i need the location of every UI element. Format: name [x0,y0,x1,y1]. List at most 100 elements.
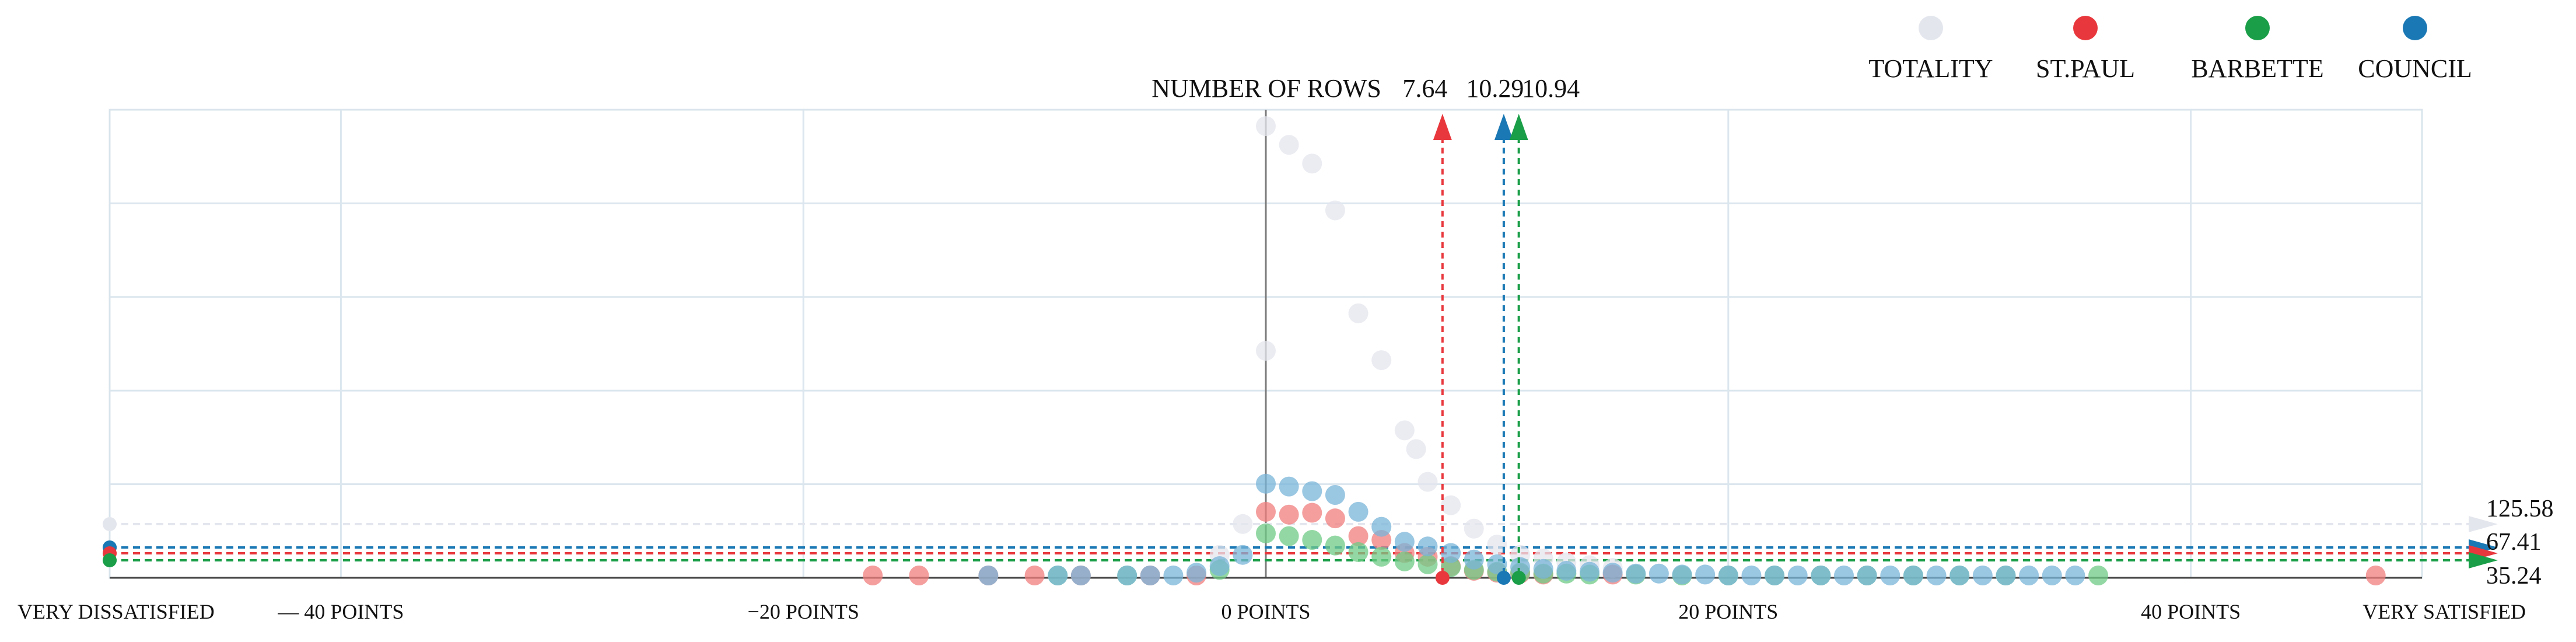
x-tick-label: VERY SATISFIED [2362,600,2526,623]
data-point-council [1857,566,1877,585]
data-point-totality [1233,514,1253,534]
data-point-barbette [1279,526,1299,546]
data-point-totality [1371,350,1392,371]
data-point-council [1672,564,1692,585]
mean-dot [1435,571,1450,585]
row-count-labels: 125.58 67.41 35.24 [2486,496,2554,589]
data-point-council [1233,545,1253,565]
data-point-council [1394,532,1415,552]
data-point-council [1950,566,1970,585]
data-point-council [1996,566,2016,585]
data-points [863,116,2386,585]
data-point-stpaul [1302,503,1322,523]
data-point-barbette [1394,551,1415,571]
data-point-council [1533,559,1553,579]
legend-label: TOTALITY [1868,54,1993,83]
data-point-council [1279,476,1299,497]
data-point-council [1626,563,1646,584]
row-count-lines [103,516,2498,568]
mean-label: 10.94 [1522,74,1580,103]
data-point-totality [1464,518,1484,539]
data-point-totality [1348,303,1368,323]
data-point-stpaul [2365,566,2386,585]
legend: TOTALITY ST.PAUL BARBETTE COUNCIL [1868,16,2472,83]
row-count-start-dot [103,553,117,567]
data-point-totality [1256,341,1276,361]
data-point-council [1834,566,1854,585]
data-point-totality [1441,495,1461,515]
x-tick-label: −20 POINTS [748,600,859,623]
data-point-barbette [1302,530,1322,550]
row-count-label: 67.41 [2486,529,2542,556]
data-point-council [1579,561,1600,582]
data-point-council [978,566,999,585]
data-point-council [1880,566,1901,585]
data-point-council [1556,560,1577,581]
data-point-council [1302,481,1322,501]
data-point-stpaul [1325,508,1345,529]
data-point-council [2042,566,2062,585]
data-point-council [1718,566,1738,585]
data-point-council [1348,501,1368,522]
legend-marker-council [2403,16,2427,40]
data-point-council [1325,485,1345,505]
data-point-council [1903,566,1923,585]
data-point-council [1140,566,1160,585]
x-tick-label: 20 POINTS [1678,600,1778,623]
data-point-totality [1279,135,1299,155]
mean-dot [1496,571,1511,585]
data-point-totality [1325,200,1345,221]
data-point-council [1048,566,1068,585]
data-point-council [1163,566,1184,585]
x-tick-label: 40 POINTS [2141,600,2241,623]
mean-arrow [1494,114,1513,140]
data-point-council [1602,563,1623,583]
mean-dot [1511,571,1526,585]
data-point-council [1371,517,1392,537]
data-point-council [1787,566,1808,585]
data-point-stpaul [1348,526,1368,546]
data-point-totality [1487,535,1507,555]
data-point-council [1441,543,1461,563]
row-count-arrow [2469,516,2498,532]
x-tick-label: 0 POINTS [1221,600,1310,623]
data-point-barbette [1325,535,1345,556]
x-tick-label: VERY DISSATISFIED [18,600,215,623]
data-point-totality [1256,116,1276,137]
data-point-council [1117,566,1138,585]
legend-marker-stpaul [2073,16,2098,40]
data-point-council [1487,554,1507,574]
mean-arrow [1509,114,1528,140]
data-point-council [1811,566,1831,585]
data-point-totality [1418,472,1438,492]
row-count-label: 35.24 [2486,563,2542,589]
data-point-barbette [1348,542,1368,562]
data-point-council [2019,566,2039,585]
data-point-barbette [1418,554,1438,574]
mean-label: 7.64 [1402,74,1447,103]
data-point-stpaul [1256,501,1276,522]
mean-arrow [1433,114,1452,140]
y-axis-label: NUMBER OF ROWS [1152,74,1381,103]
data-point-barbette [2088,566,2109,585]
data-point-barbette [1371,546,1392,567]
data-point-council [1418,536,1438,557]
mean-label: 10.29 [1466,74,1524,103]
data-point-council [1186,563,1207,583]
data-point-stpaul [1279,504,1299,525]
x-tick-label: — 40 POINTS [277,600,404,623]
x-axis-ticks: VERY DISSATISFIED — 40 POINTS −20 POINTS 0 … [18,600,2526,623]
data-point-council [1648,563,1669,584]
data-point-council [1070,566,1091,585]
data-point-council [1741,566,1762,585]
data-point-council [1765,566,1785,585]
legend-label: BARBETTE [2191,54,2323,83]
row-count-arrow [2469,552,2498,568]
data-point-barbette [1256,523,1276,543]
data-point-council [1972,566,1993,585]
data-point-totality [1406,439,1426,459]
data-point-council [1695,564,1716,585]
data-point-council [1256,473,1276,494]
